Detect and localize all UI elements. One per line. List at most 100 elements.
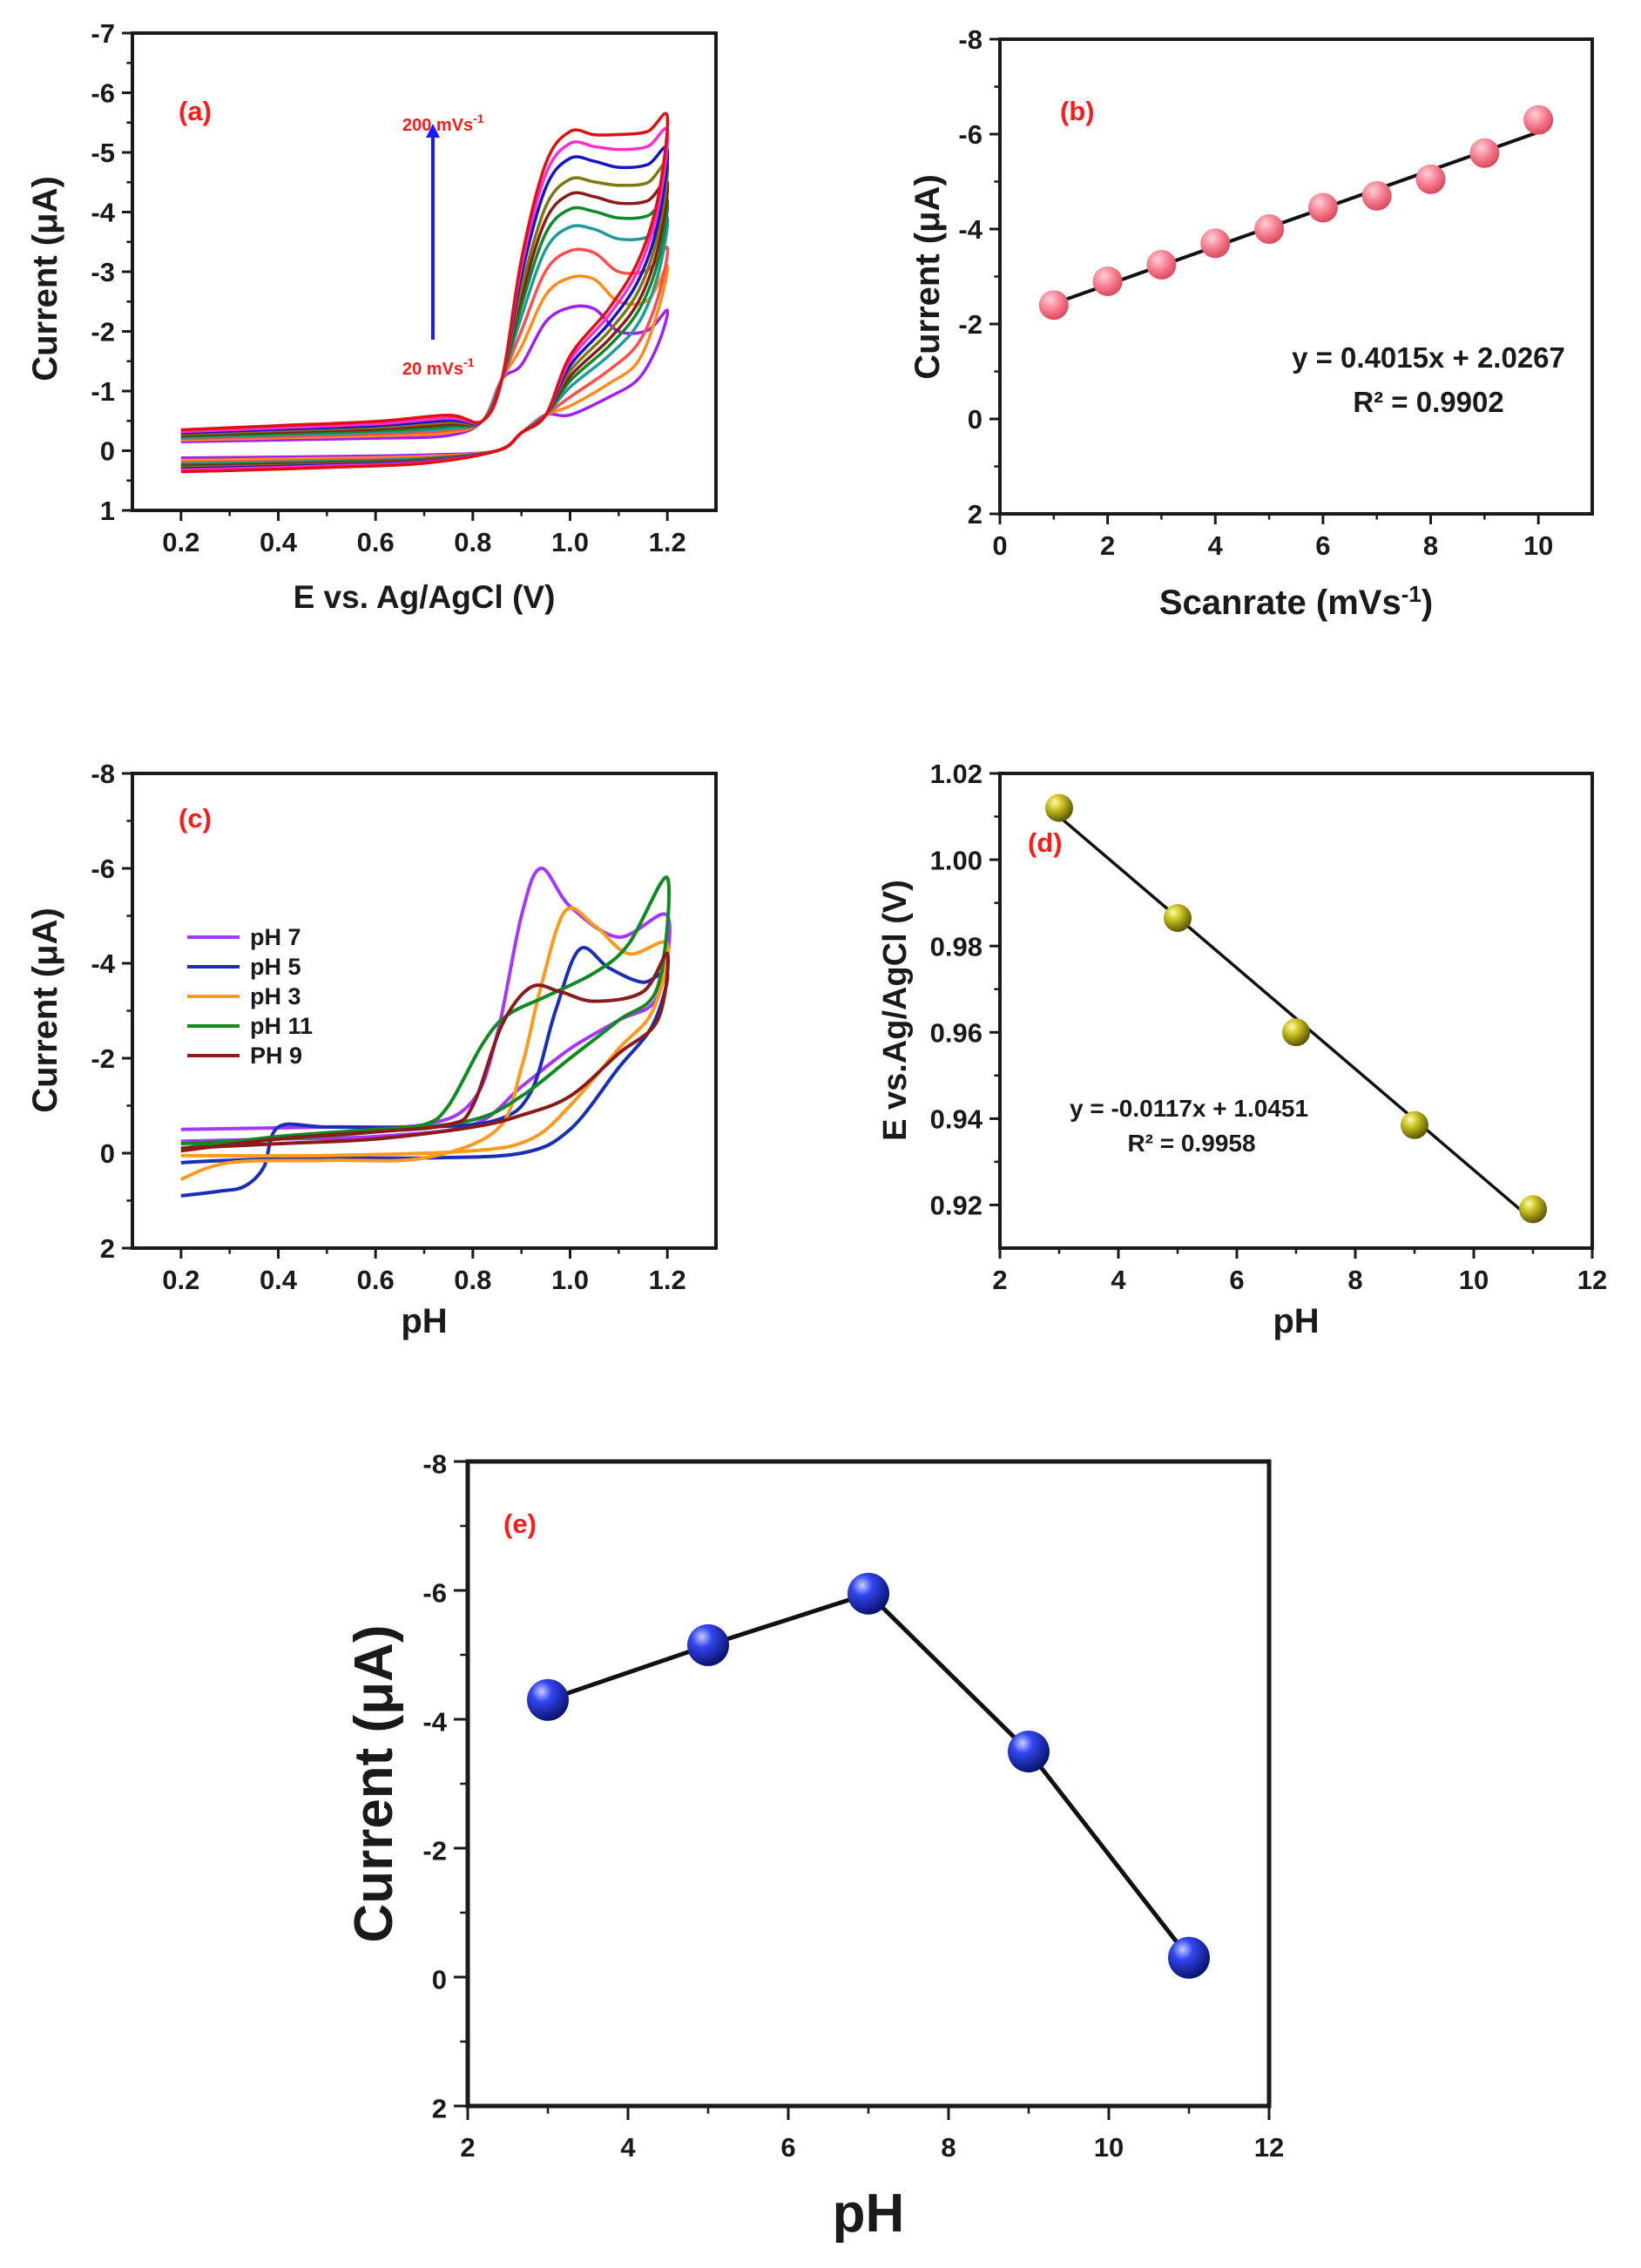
panel-d-point: [1519, 1195, 1547, 1224]
panel-a-y-tick-label: -5: [91, 138, 115, 168]
panel-a-annotation-top: 200 mVs-1: [402, 111, 484, 135]
panel-b-point: [1469, 138, 1500, 168]
panel-a-y-tick-label: 0: [100, 436, 115, 467]
panel-b-y-tick-label: -8: [958, 24, 983, 55]
panel-b-equation: y = 0.4015x + 2.0267: [1292, 341, 1565, 374]
panel-e-y-tick-label: -2: [422, 1836, 447, 1866]
panel-d-y-tick-label: 1.00: [930, 845, 983, 875]
panel-b-label: (b): [1060, 96, 1095, 126]
panel-e-x-tick-label: 2: [460, 2132, 475, 2163]
panel-a-tick-labels: 0.2 0.4 0.6 0.8 1.0 1.2 1 0 -1 -2 -3 -4 -5 -6 -7: [91, 18, 685, 557]
panel-b-point: [1307, 192, 1338, 223]
panel-d-y-tick-label: 0.92: [930, 1191, 983, 1221]
panel-b-point: [1361, 180, 1392, 211]
panel-e-point: [687, 1623, 729, 1666]
panel-a-curves: [180, 111, 670, 474]
panel-e-y-tick-label: -6: [422, 1578, 447, 1609]
panel-c-x-tick-label: 1.0: [551, 1265, 589, 1295]
panel-c-y-tick-label: -4: [91, 948, 115, 979]
panel-c-curves: [180, 867, 672, 1198]
panel-c-legend-label: pH 3: [250, 983, 301, 1009]
panel-a-y-tick-label: 1: [100, 496, 115, 526]
panel-d-y-tick-label: 1.02: [930, 759, 983, 789]
panel-e-point: [1168, 1936, 1210, 1979]
panel-a-y-tick-label: -4: [91, 198, 115, 228]
panel-a-y-tick-label: -2: [91, 317, 115, 348]
panel-e-line: [547, 1591, 1191, 1960]
panel-e: 2 4 6 8 10 12 2 0 -2 -4 -6 -8 (e) pH Current (μA): [344, 1449, 1284, 2244]
panel-b-points: [1038, 105, 1554, 321]
panel-c: 0.2 0.4 0.6 0.8 1.0 1.220-2-4-6-8 (c) pH 7pH …: [26, 759, 718, 1340]
panel-c-legend: pH 7 pH 5 pH 3 pH 11 PH 9: [187, 924, 313, 1069]
panel-c-x-tick-label: 0.8: [454, 1265, 491, 1295]
panel-d-r2: R² = 0.9958: [1127, 1130, 1255, 1157]
panel-b-point: [1200, 228, 1231, 259]
panel-c-legend-label: PH 9: [250, 1043, 302, 1069]
panel-d-point: [1045, 793, 1073, 822]
panel-a-annotation-bottom: 20 mVs-1: [402, 355, 475, 379]
panel-b-y-tick-label: 2: [968, 499, 983, 530]
panel-c-x-tick-label: 0.2: [162, 1265, 199, 1295]
panel-a-x-tick-label: 0.8: [454, 527, 491, 557]
panel-a-y-title: Current (μA): [26, 176, 64, 381]
panel-d-point: [1282, 1018, 1310, 1047]
panel-e-y-title: Current (μA): [344, 1624, 404, 1942]
panel-b-ticks: [989, 37, 1540, 524]
panel-e-x-tick-label: 4: [620, 2132, 636, 2163]
panel-b-fit: [1053, 130, 1539, 306]
panel-c-x-title: pH: [401, 1302, 447, 1340]
panel-d-point: [1401, 1110, 1428, 1139]
panel-c-y-tick-label: -2: [91, 1043, 115, 1074]
panel-c-label: (c): [179, 803, 212, 834]
panel-c-legend-label: pH 5: [250, 954, 301, 980]
panel-e-y-tick-label: -8: [422, 1449, 447, 1480]
panel-c-ticks: [122, 772, 669, 1259]
panel-b-x-tick-label: 2: [1100, 530, 1115, 561]
panel-d-tick-labels: 2 4 6 8 10 12 0.92 0.94 0.96 0.98 1.00 1.02: [930, 759, 1608, 1295]
panel-b-x-tick-label: 10: [1523, 530, 1553, 561]
panel-e-points: [527, 1572, 1210, 1979]
panel-a-y-tick-label: -6: [91, 78, 115, 109]
panel-c-cv-curve: [180, 946, 670, 1198]
panel-c-legend-label: pH 11: [250, 1013, 313, 1039]
panel-a-x-tick-label: 1.2: [649, 527, 686, 557]
panel-c-cv-curve: [180, 906, 671, 1181]
panel-d-y-title: E vs.Ag/AgCl (V): [877, 880, 914, 1141]
panel-a-y-tick-label: -7: [91, 18, 115, 49]
panel-a-y-tick-label: -3: [91, 257, 115, 287]
panel-e-point: [848, 1572, 889, 1615]
panel-c-legend-label: pH 7: [250, 924, 301, 950]
panel-d-label: (d): [1028, 827, 1063, 858]
panel-c-y-tick-label: -8: [91, 759, 115, 789]
panel-e-x-tick-label: 10: [1094, 2132, 1124, 2163]
panel-d-x-tick-label: 2: [992, 1265, 1007, 1295]
panel-c-y-tick-label: -6: [91, 854, 115, 884]
panel-d-points: [1045, 793, 1547, 1224]
panel-d-x-tick-label: 4: [1111, 1265, 1126, 1295]
panel-b-point: [1523, 105, 1554, 135]
panel-e-y-tick-label: 2: [432, 2094, 447, 2124]
panel-d-ticks: [989, 772, 1594, 1259]
panel-b-point: [1415, 164, 1446, 194]
panel-c-x-tick-label: 0.4: [260, 1265, 298, 1295]
panel-e-x-tick-label: 8: [941, 2132, 956, 2163]
panel-b-y-title: Current (μA): [908, 174, 947, 380]
panel-a-x-tick-label: 1.0: [551, 527, 589, 557]
panel-b-point: [1038, 290, 1069, 321]
panel-d-y-tick-label: 0.98: [930, 931, 983, 962]
panel-b-r2: R² = 0.9902: [1353, 386, 1503, 418]
panel-d-equation: y = -0.0117x + 1.0451: [1070, 1095, 1308, 1122]
panel-a-x-tick-label: 0.6: [357, 527, 395, 557]
panel-b-x-title: Scanrate (mVs-1): [1159, 581, 1433, 622]
panel-e-tick-labels: 2 4 6 8 10 12 2 0 -2 -4 -6 -8: [422, 1449, 1284, 2163]
panel-b-y-tick-label: 0: [968, 404, 983, 435]
panel-c-y-tick-label: 0: [100, 1138, 115, 1169]
panel-b-x-tick-label: 8: [1423, 530, 1438, 561]
panel-d-frame: [998, 772, 1594, 1250]
panel-e-segment: [547, 1643, 709, 1703]
panel-c-frame: [131, 772, 718, 1250]
panel-e-label: (e): [503, 1509, 537, 1539]
panel-b-x-tick-label: 4: [1208, 530, 1224, 561]
